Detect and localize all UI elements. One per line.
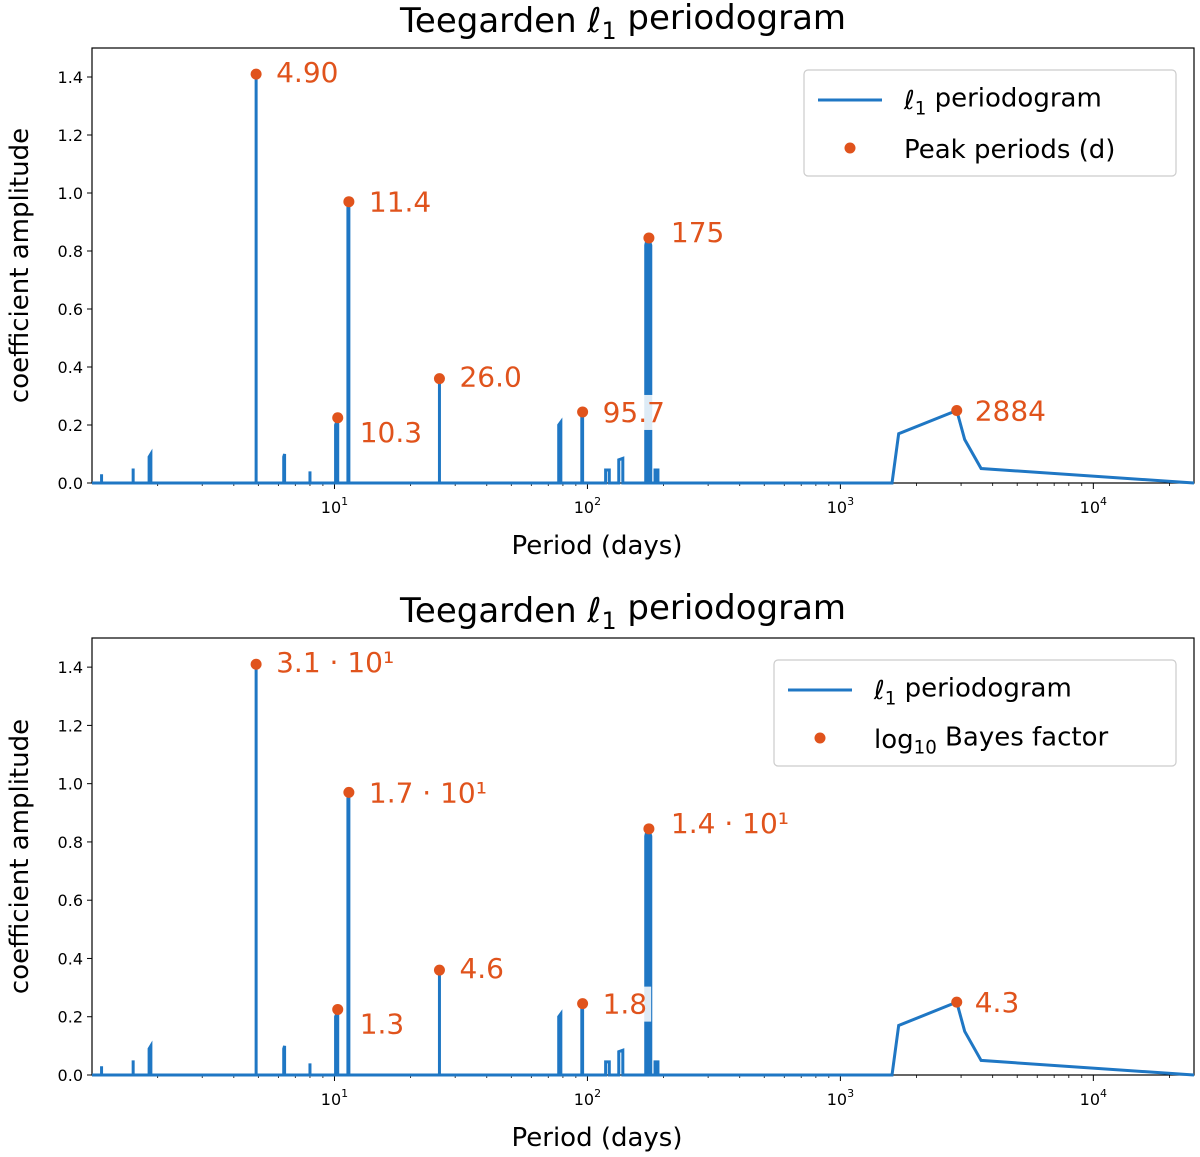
y-tick-label: 0.8 — [58, 242, 83, 261]
peak-label: 95.7 — [603, 396, 665, 429]
peak-label-background — [272, 55, 343, 91]
peak-point — [433, 964, 445, 976]
y-tick-label: 0.6 — [58, 891, 83, 910]
y-tick-label: 0.0 — [58, 474, 83, 493]
peak-label: 3.1 · 10¹ — [276, 646, 394, 679]
peak-point — [343, 786, 355, 798]
x-tick-label: 102 — [574, 495, 601, 517]
peak-point — [332, 412, 344, 424]
y-tick-label: 0.8 — [58, 833, 83, 852]
peak-label: 26.0 — [459, 361, 521, 394]
y-tick-label: 1.2 — [58, 126, 83, 145]
peak-label: 175 — [671, 216, 724, 249]
y-tick-label: 0.6 — [58, 300, 83, 319]
y-tick-label: 0.2 — [58, 416, 83, 435]
peak-label-background — [364, 775, 491, 811]
peak-label-background — [355, 414, 427, 450]
peak-point — [250, 658, 262, 670]
peak-point — [343, 196, 355, 208]
peak-label-background — [970, 393, 1051, 429]
legend-box — [803, 69, 1177, 177]
peak-label: 1.8 — [603, 988, 648, 1021]
peak-label: 11.4 — [369, 186, 431, 219]
chart-title: Teegarden ℓ1​ periodogram — [399, 588, 846, 635]
legend-entry-points: log10​ Bayes factor — [874, 723, 1109, 759]
x-tick-label: 103 — [827, 495, 854, 517]
peak-point — [643, 232, 655, 244]
chart-title: Teegarden ℓ1​ periodogram — [399, 0, 846, 45]
periodogram-line — [92, 74, 1195, 485]
x-tick-label: 104 — [1080, 495, 1107, 517]
peak-label-background — [598, 986, 652, 1022]
x-axis-label: Period (days) — [512, 1123, 683, 1153]
y-tick-label: 0.0 — [58, 1066, 83, 1085]
legend-entry-points: Peak periods (d) — [904, 135, 1115, 165]
peak-point — [951, 996, 963, 1008]
legend-point-swatch — [844, 142, 856, 154]
peak-point — [951, 405, 963, 416]
legend-entry-periodogram: ℓ1​ periodogram — [903, 84, 1102, 120]
x-tick-label: 101 — [321, 495, 348, 517]
y-tick-label: 0.4 — [58, 358, 83, 377]
peak-label-background — [364, 184, 436, 220]
peak-label: 10.3 — [360, 416, 422, 449]
x-tick-label: 101 — [321, 1087, 348, 1109]
x-tick-label: 103 — [827, 1087, 854, 1109]
peak-point — [433, 373, 445, 385]
peak-point — [577, 406, 589, 418]
peak-label-background — [355, 1006, 409, 1042]
y-tick-label: 1.0 — [58, 775, 83, 794]
peak-point — [643, 823, 655, 835]
peak-label: 1.7 · 10¹ — [369, 776, 487, 809]
legend-box — [773, 659, 1177, 767]
peak-point — [332, 1003, 344, 1015]
y-tick-label: 1.2 — [58, 716, 83, 735]
chart-panel-1: Teegarden ℓ1​ periodogram coefficient amp… — [5, 0, 1195, 561]
peak-point — [577, 998, 589, 1010]
peak-label-background — [666, 214, 729, 250]
peak-label-background — [598, 394, 669, 430]
x-tick-label: 104 — [1080, 1087, 1107, 1109]
x-tick-label: 102 — [574, 1087, 601, 1109]
peak-label-background — [970, 985, 1024, 1021]
chart-panel-2: Teegarden ℓ1​ periodogram coefficient amp… — [5, 588, 1195, 1153]
peak-label: 4.6 — [459, 952, 504, 985]
peak-label-background — [666, 805, 794, 841]
legend-entry-periodogram: ℓ1​ periodogram — [873, 674, 1072, 710]
peak-label-background — [455, 951, 508, 987]
y-tick-label: 0.2 — [58, 1008, 83, 1027]
periodogram-line — [92, 664, 1195, 1077]
peak-label: 1.4 · 10¹ — [671, 807, 789, 840]
y-axis-label: coefficient amplitude — [5, 719, 35, 994]
peak-label: 4.90 — [276, 56, 338, 89]
peak-label-background — [455, 359, 526, 395]
peak-label: 2884 — [975, 395, 1046, 428]
y-tick-label: 1.4 — [58, 658, 83, 677]
y-tick-label: 1.0 — [58, 184, 83, 203]
y-tick-label: 1.4 — [58, 68, 83, 87]
legend-point-swatch — [814, 732, 826, 744]
y-axis-label: coefficient amplitude — [5, 128, 35, 403]
peak-label: 4.3 — [975, 986, 1020, 1019]
x-axis-label: Period (days) — [512, 531, 683, 561]
peak-point — [250, 68, 262, 80]
peak-label: 1.3 — [360, 1007, 405, 1040]
peak-label-background — [272, 645, 399, 681]
y-tick-label: 0.4 — [58, 949, 83, 968]
